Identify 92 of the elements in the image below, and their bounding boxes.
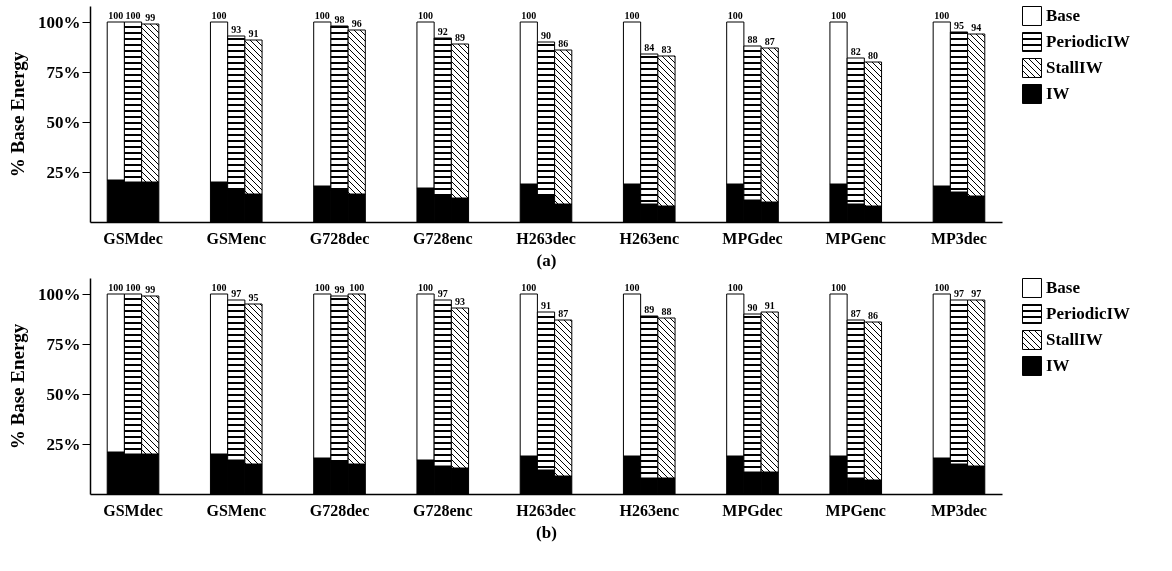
total-label: 93	[454, 296, 465, 307]
y-tick-label: 50%	[46, 384, 81, 404]
total-label: 99	[334, 284, 345, 295]
x-tick-label: H263enc	[619, 229, 680, 247]
y-tick-label: 50%	[46, 112, 81, 132]
total-label: 88	[747, 34, 758, 45]
total-label: 100	[349, 282, 365, 293]
total-label: 100	[624, 10, 640, 21]
total-label: 100	[727, 282, 743, 293]
y-tick-label: 75%	[46, 334, 81, 354]
total-label: 100	[831, 282, 847, 293]
total-label: 92	[437, 26, 448, 37]
total-label: 99	[145, 284, 156, 295]
total-label: 95	[953, 20, 964, 31]
total-label: 94	[971, 22, 982, 33]
total-label: 83	[661, 44, 672, 55]
x-tick-label: H263dec	[516, 501, 576, 519]
x-tick-label: GSMenc	[206, 229, 267, 247]
total-label: 96	[351, 18, 362, 29]
total-label: 100	[211, 282, 227, 293]
x-tick-label: MPGenc	[825, 501, 886, 519]
x-tick-label: G728dec	[309, 501, 370, 519]
total-label: 100	[934, 10, 950, 21]
total-label: 97	[437, 288, 448, 299]
total-label: 97	[971, 288, 982, 299]
total-label: 90	[747, 302, 758, 313]
x-tick-label: MP3dec	[930, 501, 987, 519]
total-label: 100	[418, 10, 434, 21]
total-label: 100	[521, 10, 537, 21]
y-tick-label: 25%	[46, 434, 81, 454]
x-tick-label: GSMdec	[103, 501, 163, 519]
total-label: 86	[867, 310, 878, 321]
x-tick-label: MPGdec	[722, 501, 783, 519]
y-axis-title: % Base Energy	[7, 323, 28, 450]
text: Base	[1046, 278, 1081, 297]
legend-label: IW	[1046, 84, 1070, 103]
total-label: 100	[125, 10, 141, 21]
y-tick-label: 100%	[38, 12, 81, 32]
x-tick-label: GSMenc	[206, 501, 267, 519]
total-label: 100	[727, 10, 743, 21]
total-label: 80	[867, 50, 878, 61]
total-label: 100	[314, 10, 330, 21]
total-label: 87	[558, 308, 569, 319]
total-label: 100	[108, 282, 124, 293]
x-tick-label: G728enc	[412, 229, 473, 247]
legend-label: StallIW	[1046, 58, 1103, 77]
y-tick-label: 100%	[38, 284, 81, 304]
total-label: 82	[850, 46, 861, 57]
legend-label: PeriodicIW	[1046, 304, 1131, 323]
total-label: 100	[934, 282, 950, 293]
x-tick-label: G728enc	[412, 501, 473, 519]
text: IW	[1046, 356, 1070, 375]
x-tick-label: G728dec	[309, 229, 370, 247]
legend-label: PeriodicIW	[1046, 32, 1131, 51]
legend-label: Base	[1046, 6, 1081, 25]
total-label: 100	[211, 10, 227, 21]
x-tick-label: MP3dec	[930, 229, 987, 247]
total-label: 95	[248, 292, 259, 303]
total-label: 90	[541, 30, 551, 41]
x-axis-title: (b)	[536, 522, 557, 542]
total-label: 89	[454, 32, 465, 43]
x-tick-label: GSMdec	[103, 229, 163, 247]
total-label: 91	[248, 28, 259, 39]
total-label: 100	[831, 10, 847, 21]
total-label: 97	[953, 288, 964, 299]
total-label: 100	[125, 282, 141, 293]
total-label: 91	[764, 300, 775, 311]
x-tick-label: H263dec	[516, 229, 576, 247]
total-label: 84	[644, 42, 655, 53]
total-label: 87	[764, 36, 775, 47]
total-label: 98	[334, 14, 345, 25]
y-axis-title: % Base Energy	[7, 51, 28, 178]
total-label: 100	[521, 282, 537, 293]
total-label: 100	[314, 282, 330, 293]
y-tick-label: 25%	[46, 162, 81, 182]
total-label: 91	[541, 300, 551, 311]
legend-label: StallIW	[1046, 330, 1103, 349]
total-label: 89	[644, 304, 655, 315]
total-label: 100	[108, 10, 124, 21]
total-label: 93	[231, 24, 242, 35]
total-label: 99	[145, 12, 156, 23]
total-label: 88	[661, 306, 672, 317]
total-label: 97	[231, 288, 242, 299]
x-tick-label: H263enc	[619, 501, 680, 519]
x-tick-label: MPGenc	[825, 229, 886, 247]
x-axis-title: (a)	[536, 250, 557, 270]
total-label: 100	[418, 282, 434, 293]
y-tick-label: 75%	[46, 62, 81, 82]
x-tick-label: MPGdec	[722, 229, 783, 247]
total-label: 86	[558, 38, 569, 49]
total-label: 100	[624, 282, 640, 293]
total-label: 87	[850, 308, 861, 319]
